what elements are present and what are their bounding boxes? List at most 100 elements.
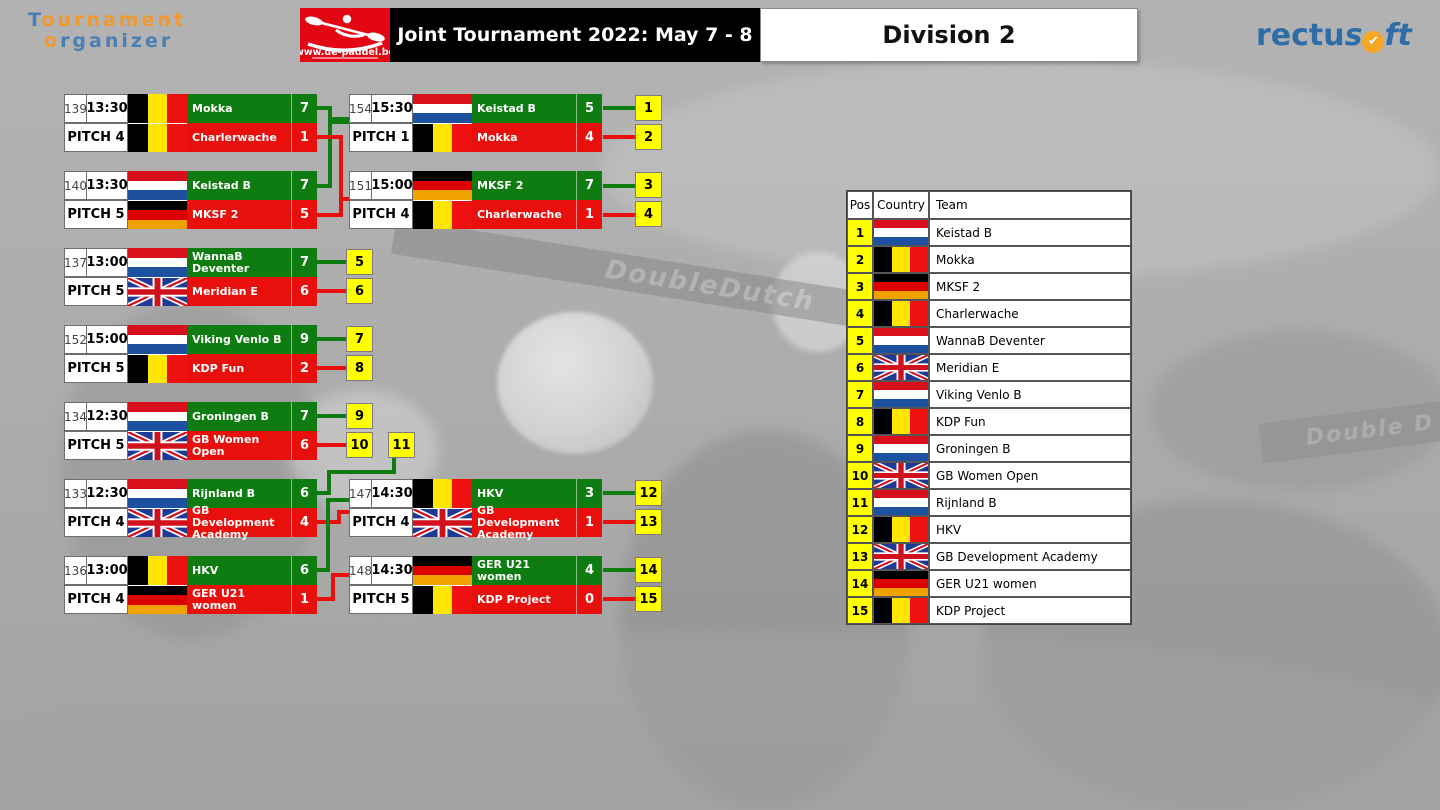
winner-connector-line [317, 184, 328, 188]
team-name: Charlerwache [472, 200, 576, 229]
match-time: 13:00 [86, 556, 128, 585]
match-pitch: PITCH 5 [349, 585, 413, 614]
loser-connector-line [317, 135, 339, 139]
team-score: 4 [576, 123, 602, 152]
team-flag [128, 585, 187, 614]
match-pitch: PITCH 4 [64, 508, 128, 537]
match-row: PITCH 4 Charlerwache 1 [349, 200, 602, 229]
match-time: 13:00 [86, 248, 128, 277]
position-box-8: 8 [346, 355, 373, 381]
team-flag [128, 123, 187, 152]
flag-gb-icon [128, 509, 187, 537]
standings-team: Keistad B [929, 219, 1131, 246]
match-time: 15:00 [86, 325, 128, 354]
position-box-7: 7 [346, 326, 373, 352]
position-box-13: 13 [635, 509, 662, 535]
standings-row: 15 KDP Project [847, 597, 1131, 624]
flag-be-icon [413, 586, 472, 614]
winner-connector-line [326, 498, 349, 502]
match-number: 134 [64, 402, 87, 431]
standings-team: Mokka [929, 246, 1131, 273]
loser-connector-line [603, 213, 635, 217]
loser-connector-line [331, 573, 335, 601]
match-row: 147 14:30 HKV 3 [349, 479, 602, 508]
match-row: PITCH 4 Charlerwache 1 [64, 123, 317, 152]
team-name: GB Development Academy [472, 504, 576, 540]
team-flag [413, 200, 472, 229]
standings-team: Viking Venlo B [929, 381, 1131, 408]
standings-header-country: Country [873, 191, 929, 219]
standings-flag [873, 516, 929, 543]
standings-flag [873, 462, 929, 489]
team-flag [413, 171, 472, 200]
winner-connector-line [317, 337, 346, 341]
winner-connector-line [603, 568, 635, 572]
standings-flag [873, 327, 929, 354]
flag-nl-icon [128, 402, 187, 431]
match-154: 154 15:30 Keistad B 5 PITCH 1 Mokka 4 [349, 94, 602, 152]
loser-connector-line [603, 520, 635, 524]
match-pitch: PITCH 1 [349, 123, 413, 152]
rectusoft-text-bold: rectu [1256, 18, 1345, 53]
standings-row: 11 Rijnland B [847, 489, 1131, 516]
position-box-2: 2 [635, 124, 662, 150]
team-score: 5 [576, 94, 602, 123]
winner-connector-line [317, 260, 346, 264]
standings-flag [873, 273, 929, 300]
photo-ball [497, 312, 653, 454]
standings-flag [873, 543, 929, 570]
position-box-1: 1 [635, 95, 662, 121]
loser-connector-line [317, 366, 346, 370]
position-box-6: 6 [346, 278, 373, 304]
team-name: GER U21 women [472, 556, 576, 585]
team-score: 7 [291, 402, 317, 431]
standings-pos: 7 [847, 381, 873, 408]
team-score: 7 [291, 171, 317, 200]
photo-kayak-text: Double D [1304, 409, 1436, 451]
standings-row: 10 GB Women Open [847, 462, 1131, 489]
position-box-9: 9 [346, 403, 373, 429]
match-row: 137 13:00 WannaB Deventer 7 [64, 248, 317, 277]
match-time: 13:30 [86, 94, 128, 123]
team-score: 6 [291, 556, 317, 585]
team-score: 2 [291, 354, 317, 383]
match-time: 12:30 [86, 479, 128, 508]
team-name: GB Development Academy [187, 504, 291, 540]
match-time: 12:30 [86, 402, 128, 431]
match-number: 140 [64, 171, 87, 200]
match-pitch: PITCH 4 [349, 200, 413, 229]
match-152: 152 15:00 Viking Venlo B 9 PITCH 5 KDP Fun 2 [64, 325, 317, 383]
match-number: 148 [349, 556, 372, 585]
match-number: 147 [349, 479, 372, 508]
team-name: Viking Venlo B [187, 325, 291, 354]
match-number: 152 [64, 325, 87, 354]
standings-pos: 4 [847, 300, 873, 327]
team-name: HKV [187, 556, 291, 585]
team-flag [413, 94, 472, 123]
position-box-11: 11 [388, 432, 415, 458]
team-flag [413, 123, 472, 152]
flag-be-icon [413, 201, 472, 229]
match-139: 139 13:30 Mokka 7 PITCH 4 Charlerwache 1 [64, 94, 317, 152]
standings-team: MKSF 2 [929, 273, 1131, 300]
kayaker-icon: www.de-paddel.be [300, 14, 390, 59]
team-score: 3 [576, 479, 602, 508]
position-box-14: 14 [635, 557, 662, 583]
standings-header-row: Pos Country Team [847, 191, 1131, 219]
standings-header-team: Team [929, 191, 1131, 219]
standings-team: Groningen B [929, 435, 1131, 462]
standings-flag [873, 354, 929, 381]
standings-team: Rijnland B [929, 489, 1131, 516]
standings-row: 12 HKV [847, 516, 1131, 543]
standings-flag [873, 246, 929, 273]
standings-row: 14 GER U21 women [847, 570, 1131, 597]
loser-connector-line [317, 289, 346, 293]
team-flag [128, 94, 187, 123]
flag-gb-icon [128, 278, 187, 306]
